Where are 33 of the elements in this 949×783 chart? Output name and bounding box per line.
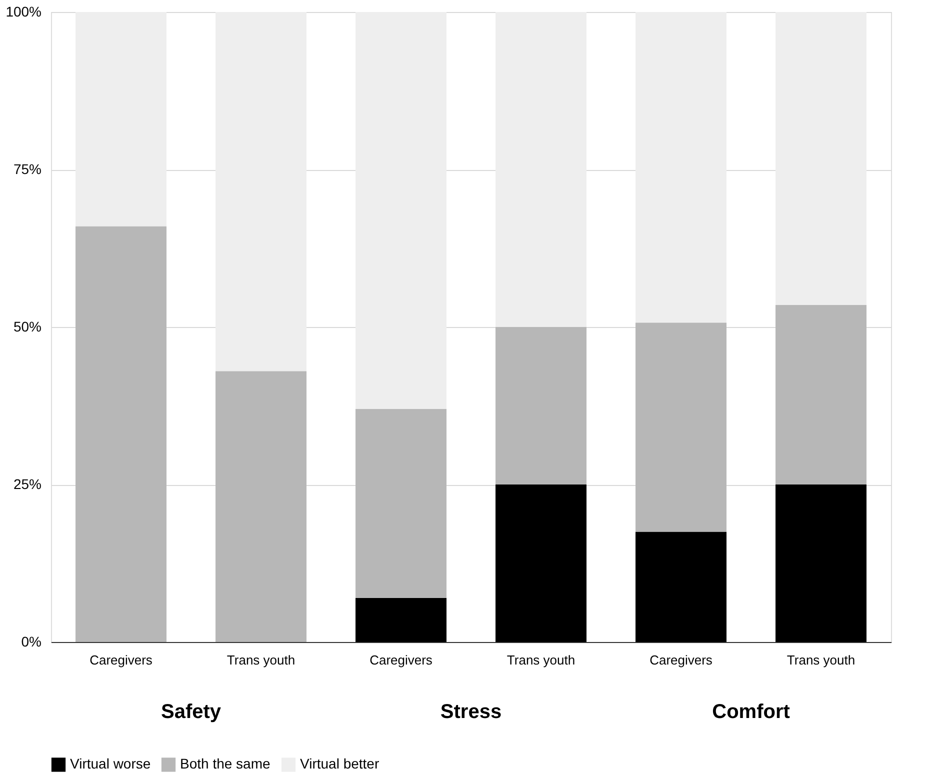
bar: [76, 12, 166, 226]
y-tick-label: 25%: [13, 476, 42, 492]
bar: [776, 12, 866, 305]
x-tick-label: Trans youth: [226, 652, 296, 668]
legend-label: Virtual better: [300, 756, 380, 772]
x-tick-label: Caregivers: [90, 652, 153, 668]
x-tick-label: Trans youth: [506, 652, 576, 668]
bar: [216, 12, 306, 372]
x-tick-label: Caregivers: [370, 652, 433, 668]
bar: [356, 12, 446, 409]
y-tick-label: 75%: [13, 161, 42, 177]
bar: [636, 12, 726, 323]
legend-label: Both the same: [180, 756, 270, 772]
bar: [76, 226, 166, 642]
legend-label: Virtual worse: [70, 756, 151, 772]
y-tick-label: 0%: [21, 634, 42, 650]
bar: [356, 408, 446, 598]
text: Comfort: [712, 701, 790, 723]
bar: [636, 532, 726, 642]
bar: [496, 484, 586, 642]
bar: [776, 304, 866, 484]
bar: [356, 598, 446, 642]
x-tick-label: Trans youth: [786, 652, 856, 668]
bar: [636, 322, 726, 532]
text: Safety: [160, 701, 222, 723]
bar: [776, 484, 866, 642]
bar: [496, 12, 586, 327]
x-tick-label: Caregivers: [650, 652, 713, 668]
y-tick-label: 50%: [13, 318, 42, 334]
bar: [496, 327, 586, 484]
text: Stress: [440, 701, 502, 723]
y-tick-label: 100%: [6, 4, 42, 20]
bar: [216, 371, 306, 642]
